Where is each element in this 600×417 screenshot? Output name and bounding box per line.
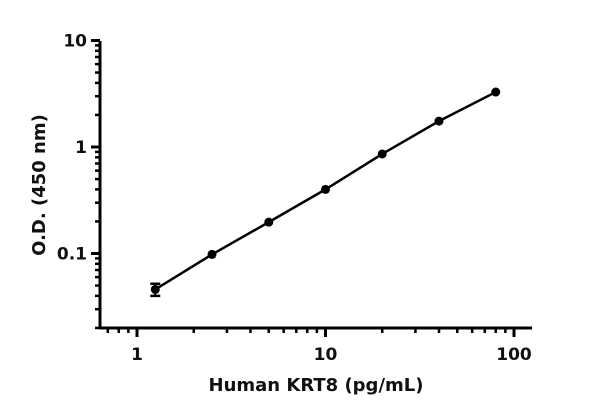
y-tick-label: 0.1 [57, 245, 87, 265]
y-tick-label: 10 [63, 32, 87, 52]
data-point [264, 217, 274, 227]
y-axis-title: O.D. (450 nm) [29, 114, 50, 256]
x-tick-label: 100 [496, 345, 532, 365]
data-point [491, 87, 501, 97]
x-tick-label: 10 [314, 345, 338, 365]
x-tick-label: 1 [131, 345, 143, 365]
data-point [377, 149, 387, 159]
axes: 0.1 1 10 1 10 100 [57, 32, 532, 365]
x-axis-title: Human KRT8 (pg/mL) [209, 375, 424, 396]
plot-area [150, 87, 501, 298]
y-tick-label: 1 [75, 138, 87, 158]
data-point [434, 116, 444, 126]
data-point [321, 184, 330, 194]
data-point [207, 249, 217, 259]
data-point [150, 284, 160, 294]
